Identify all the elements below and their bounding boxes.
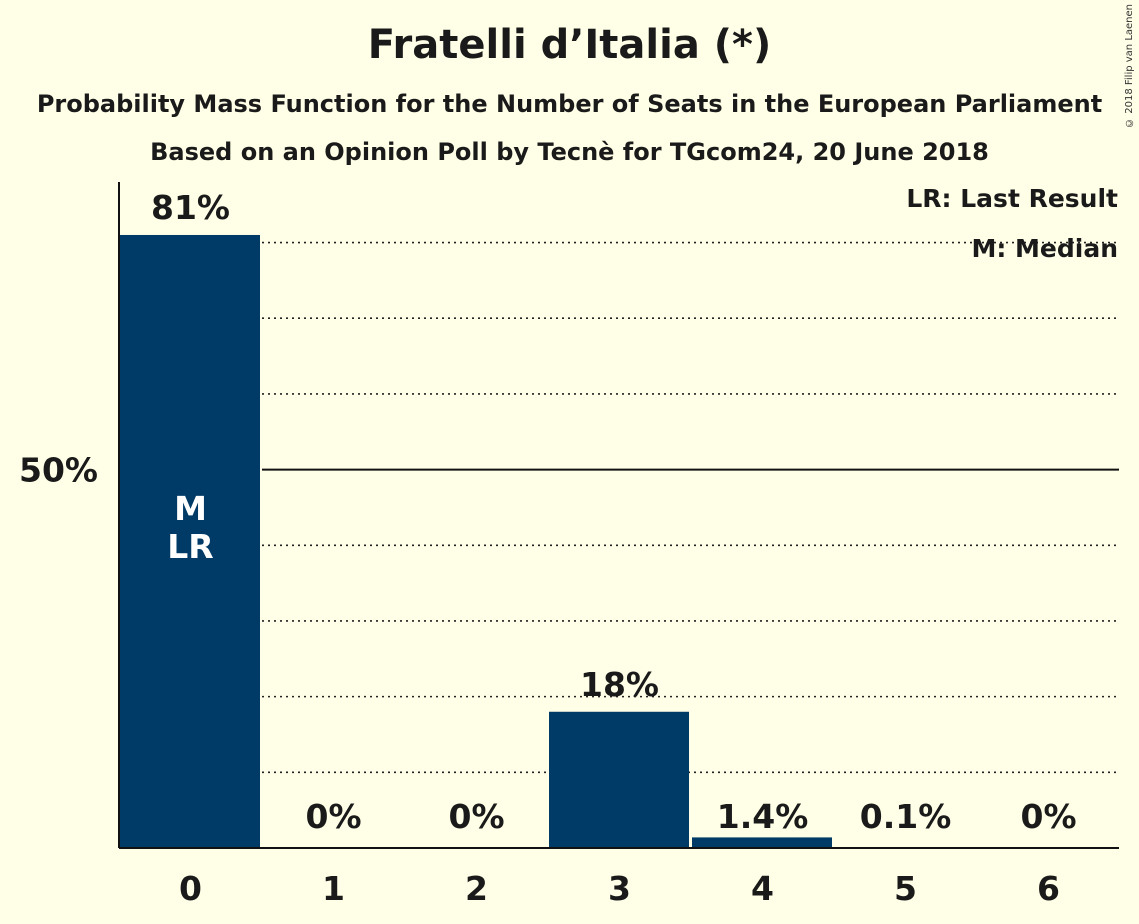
data-label-1: 0% — [305, 797, 361, 836]
x-tick-label: 1 — [322, 869, 345, 908]
x-tick-label: 5 — [894, 869, 917, 908]
chart-subtitle: Probability Mass Function for the Number… — [36, 90, 1103, 118]
data-label-5: 0.1% — [860, 797, 952, 836]
chart-source-line: Based on an Opinion Poll by Tecnè for TG… — [150, 138, 989, 166]
x-tick-label: 3 — [608, 869, 631, 908]
data-label-2: 0% — [448, 797, 504, 836]
data-label-3: 18% — [580, 665, 659, 704]
data-label-4: 1.4% — [717, 797, 809, 836]
bar-0 — [120, 234, 260, 848]
data-label-0: 81% — [151, 188, 230, 227]
x-tick-label: 2 — [465, 869, 488, 908]
legend-median: M: Median — [971, 234, 1118, 263]
legend-last-result: LR: Last Result — [906, 184, 1118, 213]
x-tick-label: 4 — [751, 869, 774, 908]
chart-title: Fratelli d’Italia (*) — [367, 22, 772, 68]
bar-marker-label: LR — [167, 527, 213, 566]
x-tick-label: 0 — [179, 869, 202, 908]
bar-4 — [692, 837, 832, 848]
data-label-6: 0% — [1020, 797, 1076, 836]
x-tick-label: 6 — [1037, 869, 1060, 908]
bar-marker-label: M — [174, 489, 207, 528]
bar-3 — [549, 711, 689, 848]
y-tick-label: 50% — [19, 451, 98, 490]
